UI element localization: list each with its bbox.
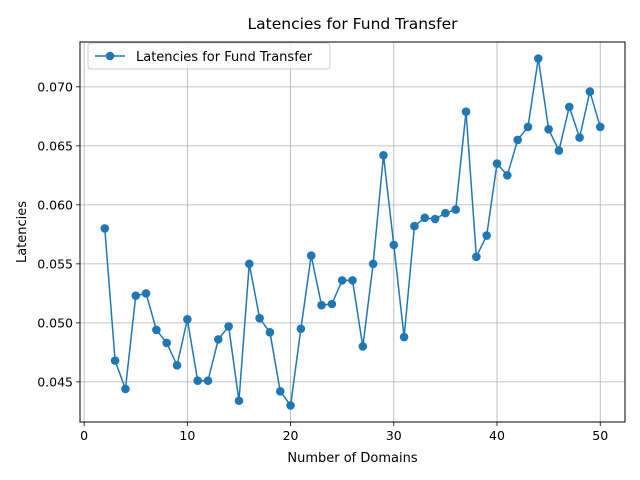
data-point <box>503 171 512 180</box>
data-point <box>492 159 502 168</box>
x-tick-label: 30 <box>386 428 402 443</box>
data-point <box>275 387 285 396</box>
data-point <box>317 300 326 310</box>
data-point <box>595 122 605 132</box>
data-point <box>224 322 233 331</box>
data-point <box>523 122 533 132</box>
data-point <box>244 259 254 269</box>
data-point <box>358 342 368 351</box>
data-point <box>399 332 409 342</box>
data-point <box>451 205 461 214</box>
legend-label: Latencies for Fund Transfer <box>136 50 313 65</box>
legend-marker-swatch <box>105 51 115 61</box>
y-tick-label: 0.050 <box>37 315 73 330</box>
data-point <box>430 214 440 224</box>
data-point <box>131 291 141 301</box>
y-axis-title: Latencies <box>15 201 30 263</box>
data-point <box>564 102 574 112</box>
grid-lines <box>80 42 625 422</box>
data-point <box>472 252 481 262</box>
x-tick-label: 40 <box>489 428 505 443</box>
data-point <box>554 146 564 155</box>
data-point <box>348 276 357 285</box>
data-layer <box>100 54 605 410</box>
data-point <box>152 325 161 335</box>
x-tick-label: 20 <box>283 428 299 443</box>
data-point <box>585 87 595 96</box>
data-point <box>482 231 491 240</box>
x-axis-title: Number of Domains <box>287 451 417 466</box>
chart-title: Latencies for Fund Transfer <box>248 15 459 33</box>
data-point <box>183 315 192 324</box>
data-point <box>461 107 471 116</box>
data-point <box>441 208 450 218</box>
data-point <box>534 54 543 63</box>
data-point <box>327 299 337 309</box>
x-tick-label: 10 <box>179 428 195 443</box>
data-point <box>203 376 213 386</box>
data-point <box>265 328 275 337</box>
data-point <box>296 324 306 334</box>
data-point <box>172 361 182 370</box>
data-point <box>234 396 244 406</box>
data-point <box>121 384 130 394</box>
data-point <box>420 213 430 223</box>
data-point <box>100 224 110 233</box>
data-point <box>544 125 553 134</box>
x-tick-label: 0 <box>80 428 88 443</box>
x-tick-label: 50 <box>592 428 608 443</box>
data-point <box>193 376 202 386</box>
data-point <box>410 221 419 231</box>
y-tick-label: 0.060 <box>37 197 73 212</box>
legend: Latencies for Fund Transfer <box>87 42 331 70</box>
data-point <box>337 276 347 285</box>
data-point <box>110 356 120 365</box>
data-point <box>575 133 584 142</box>
data-point <box>286 401 295 410</box>
axis-ticks: 0 10 20 30 40 50 0.045 0.050 0.055 0.060 0.065 0.07… <box>37 79 608 443</box>
data-point <box>141 289 151 298</box>
data-point <box>368 259 378 269</box>
data-point <box>306 251 316 260</box>
plot-area <box>80 42 625 422</box>
data-point <box>513 135 522 145</box>
data-point <box>214 335 223 344</box>
data-point <box>162 338 171 348</box>
y-tick-label: 0.065 <box>37 138 73 153</box>
data-point <box>255 313 264 323</box>
y-tick-label: 0.045 <box>37 374 73 389</box>
y-tick-label: 0.070 <box>37 79 73 94</box>
legend-box <box>87 42 331 70</box>
y-tick-label: 0.055 <box>37 256 73 271</box>
data-point <box>389 240 399 250</box>
plot-frame <box>79 41 626 423</box>
data-point <box>379 150 388 160</box>
